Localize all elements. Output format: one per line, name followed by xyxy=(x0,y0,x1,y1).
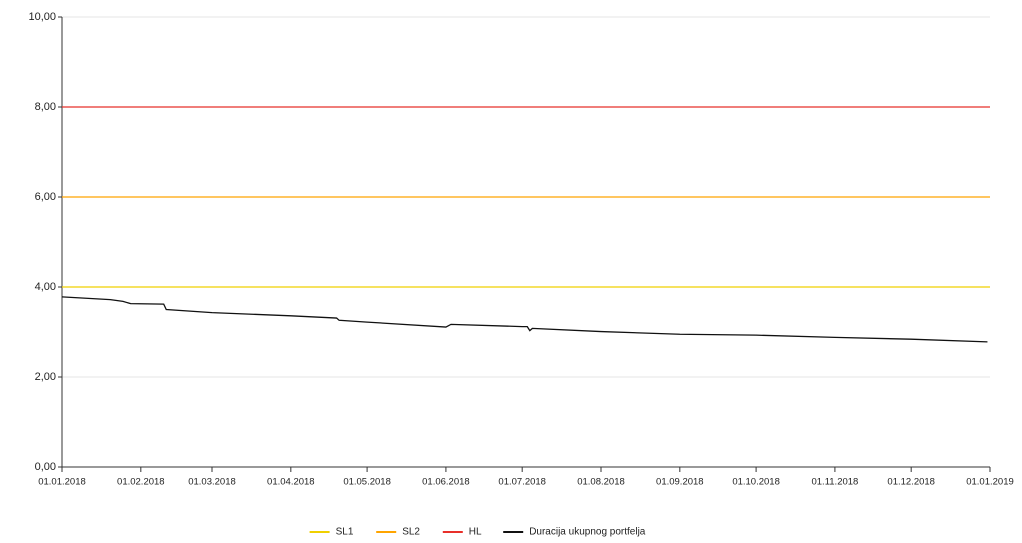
x-tick-label: 01.11.2018 xyxy=(811,477,858,488)
x-tick-label: 01.01.2019 xyxy=(966,477,1014,488)
y-tick-label: 10,00 xyxy=(28,11,56,23)
x-tick-label: 01.04.2018 xyxy=(267,477,315,488)
legend-label: HL xyxy=(469,527,482,538)
x-tick-label: 01.12.2018 xyxy=(887,477,935,488)
y-tick-label: 2,00 xyxy=(35,371,56,383)
x-tick-label: 01.06.2018 xyxy=(422,477,470,488)
y-tick-label: 8,00 xyxy=(35,101,56,113)
legend-label: SL1 xyxy=(336,527,354,538)
x-tick-label: 01.02.2018 xyxy=(117,477,165,488)
legend-label: SL2 xyxy=(402,527,420,538)
y-tick-label: 4,00 xyxy=(35,281,56,293)
x-tick-label: 01.07.2018 xyxy=(498,477,546,488)
x-tick-label: 01.10.2018 xyxy=(732,477,780,488)
x-tick-label: 01.05.2018 xyxy=(343,477,391,488)
y-tick-label: 6,00 xyxy=(35,191,56,203)
x-tick-label: 01.01.2018 xyxy=(38,477,86,488)
x-tick-label: 01.03.2018 xyxy=(188,477,236,488)
x-tick-label: 01.09.2018 xyxy=(656,477,704,488)
y-tick-label: 0,00 xyxy=(35,461,56,473)
legend-label: Duracija ukupnog portfelja xyxy=(529,527,646,538)
x-tick-label: 01.08.2018 xyxy=(577,477,625,488)
line-series xyxy=(61,296,988,343)
